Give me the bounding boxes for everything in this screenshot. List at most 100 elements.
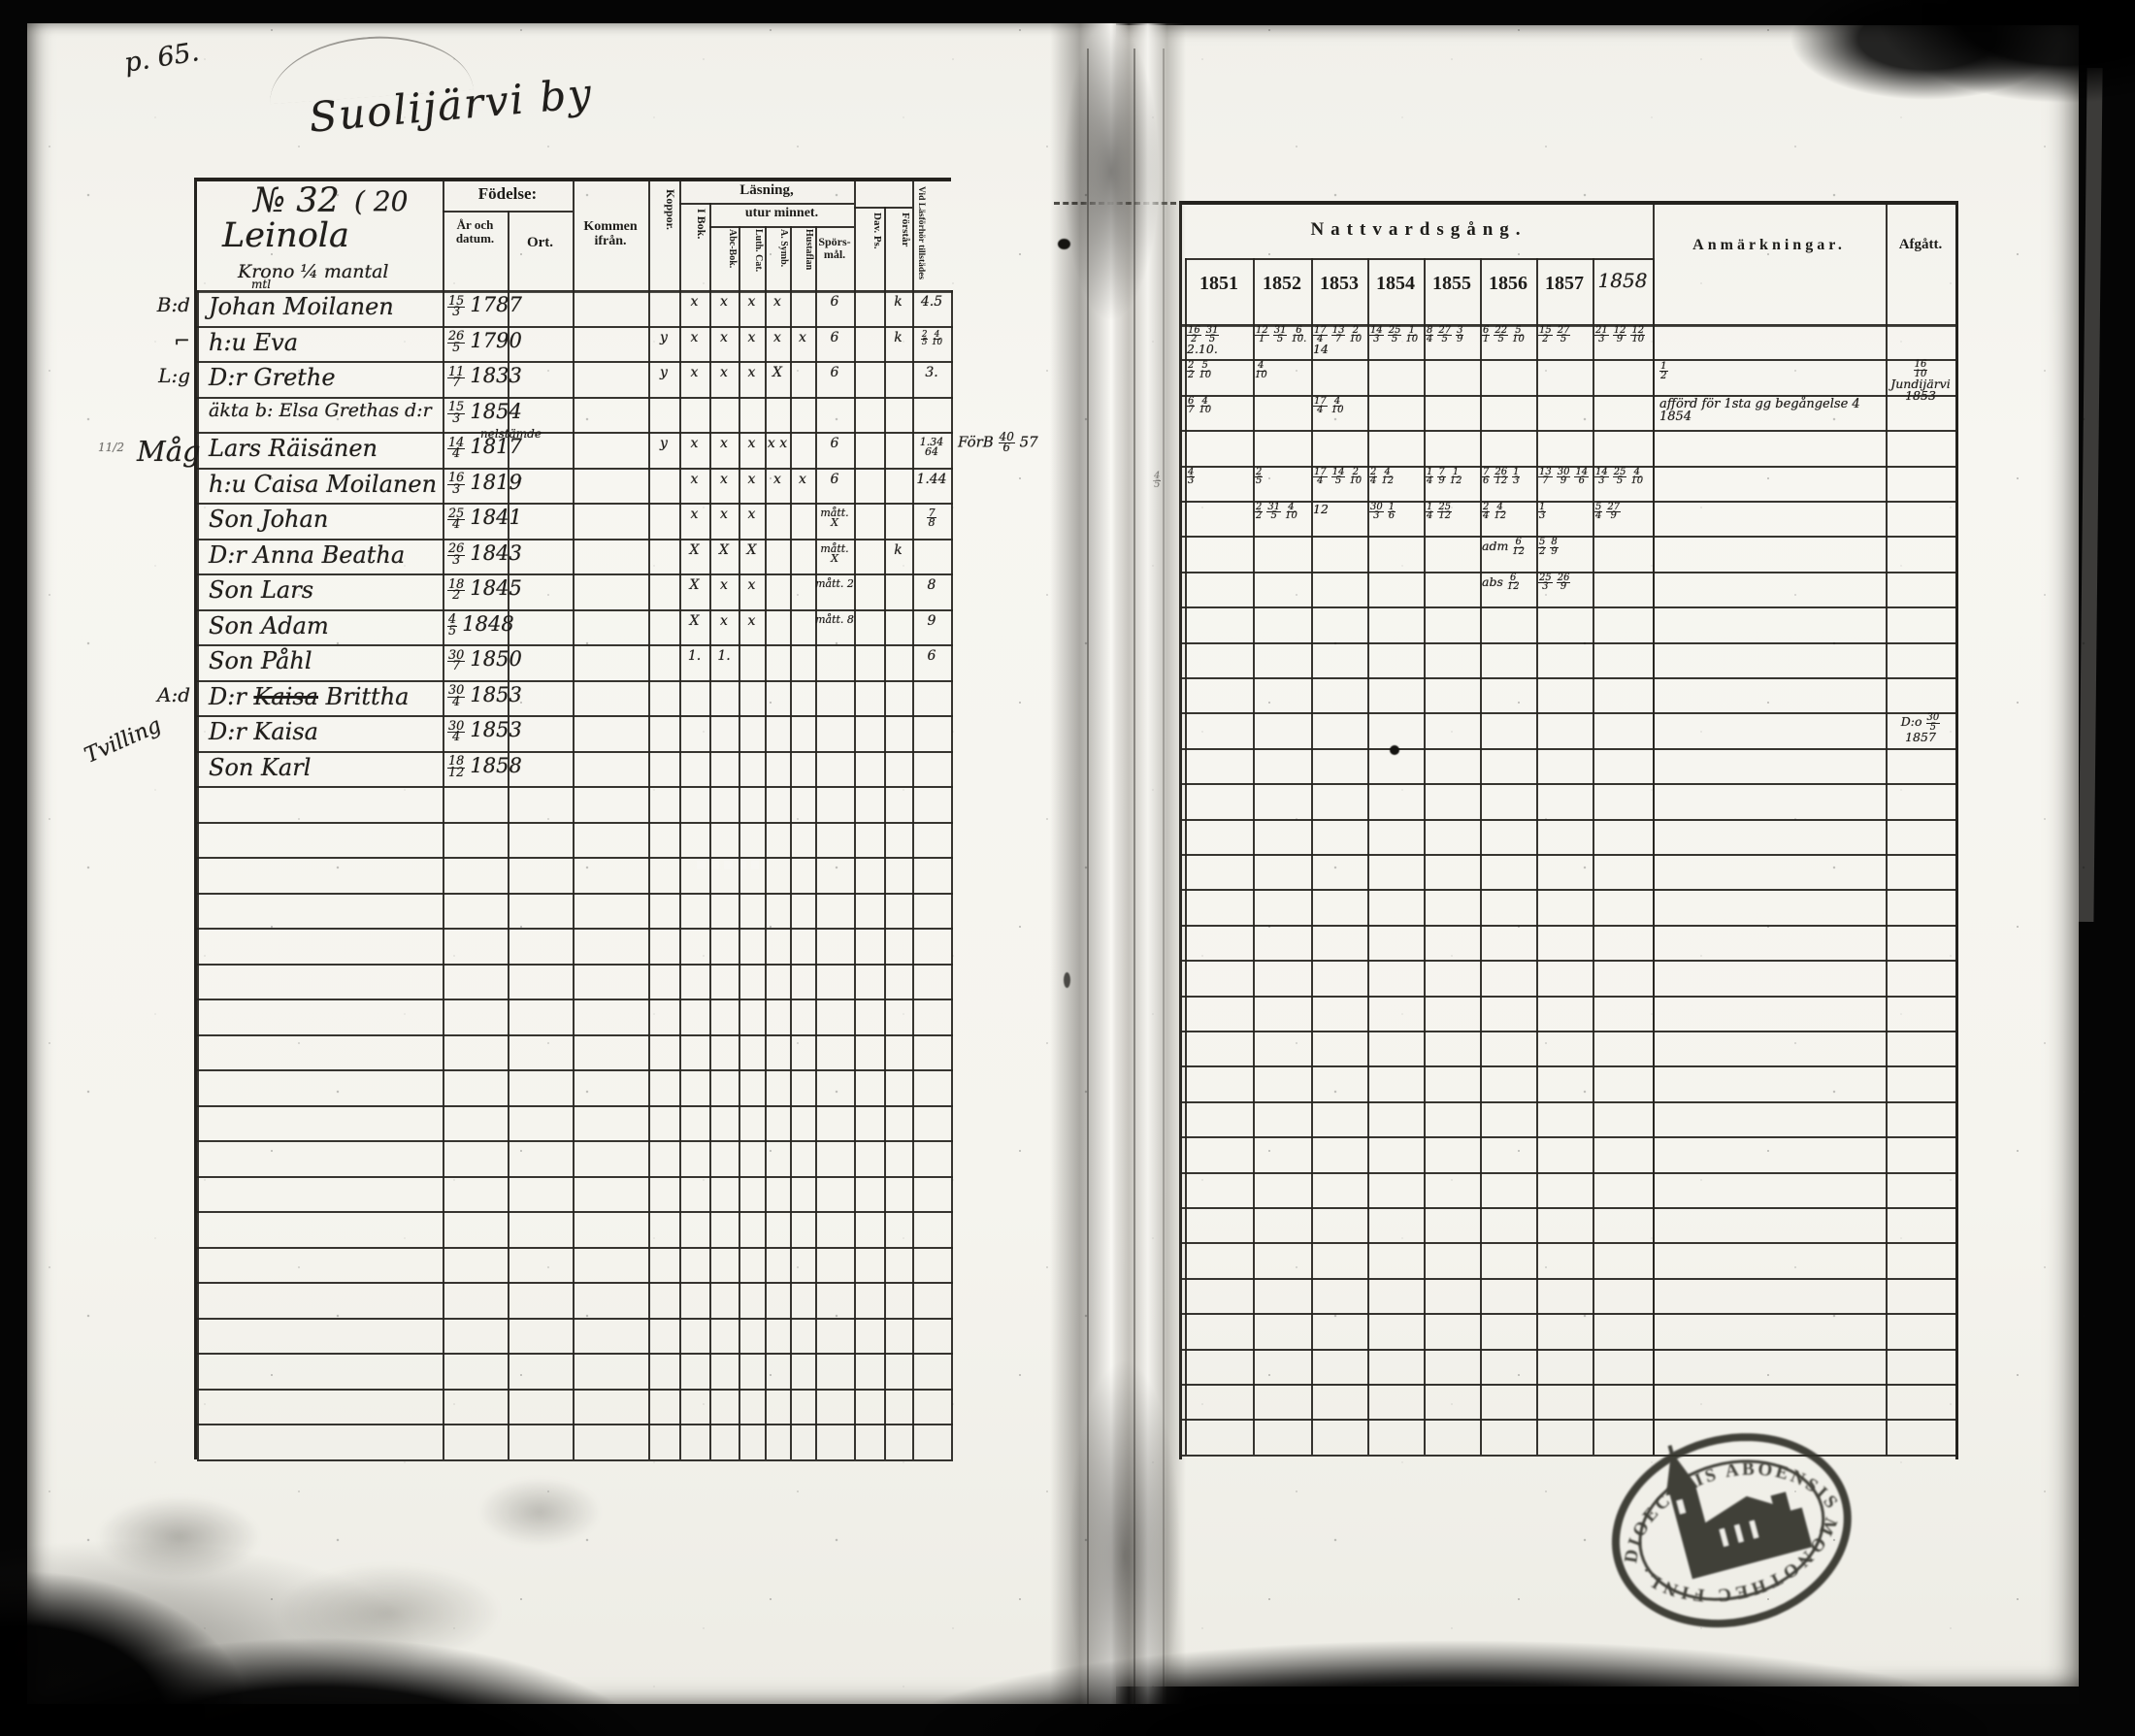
reading-mark: mått. 2 — [815, 577, 854, 590]
year-label: 1852 — [1263, 273, 1301, 294]
row-line — [1182, 783, 1955, 786]
reading-mark: X — [689, 577, 700, 593]
header-ar-och-datum: År och datum. — [455, 217, 495, 246]
row-line — [197, 786, 953, 788]
year-label: 1854 — [1376, 273, 1415, 294]
header-abc-bok: Abc-Bok. — [727, 229, 738, 269]
reading-mark: k — [894, 329, 903, 345]
row-line — [197, 290, 953, 292]
row-line — [197, 1424, 953, 1425]
row-line — [197, 467, 953, 470]
row-line — [197, 821, 953, 824]
birth-date: 15 3 1854 — [447, 399, 522, 426]
row-line — [1182, 359, 1955, 362]
reading-mark: x — [799, 471, 806, 487]
reading-mark: 1. — [687, 648, 702, 664]
row-line — [197, 573, 953, 575]
reading-mark: x — [773, 471, 781, 487]
household-number: № 32 — [253, 181, 340, 220]
reading-mark: 6 — [830, 329, 839, 345]
reading-mark: x — [773, 329, 781, 345]
reading-mark: 3. — [925, 365, 938, 380]
communion-entry: 17 4 13 7 2 10 14 — [1313, 325, 1363, 357]
column-line — [679, 181, 681, 290]
reading-mark: x — [747, 365, 756, 380]
birth-date: 15 3 1787 — [447, 293, 522, 319]
header-i-bok: I Bok. — [695, 209, 708, 240]
person-name: D:r Grethe — [209, 364, 336, 391]
row-line — [1182, 606, 1955, 609]
column-line — [1253, 258, 1255, 1455]
reading-mark: 1.34 64 — [919, 436, 944, 459]
birth-date: 18 2 1845 — [447, 576, 522, 603]
afgatt-entry: D:o 30 5 1857 — [1900, 712, 1941, 744]
reading-mark: x — [747, 436, 756, 451]
reading-mark: x — [747, 577, 756, 593]
header-luth-cat: Luth. Cat. — [753, 229, 764, 273]
header-kommen-ifran: Kommen ifrån. — [583, 219, 638, 248]
column-line — [709, 203, 711, 290]
row-line — [197, 750, 953, 753]
communion-entry: adm 6 12 — [1482, 537, 1526, 557]
row-line — [197, 679, 953, 682]
row-line — [1182, 1313, 1955, 1316]
scan-border-top — [0, 0, 2135, 23]
column-line — [1536, 258, 1538, 1455]
column-line — [739, 226, 740, 290]
row-line — [197, 1458, 953, 1461]
row-line — [197, 608, 953, 611]
header-lasning: Läsning, — [739, 182, 794, 198]
reading-mark: x — [747, 507, 756, 522]
communion-entry: 16 2 31 5 2.10. — [1187, 325, 1220, 357]
reading-mark: mått. 8 — [815, 612, 854, 626]
reading-mark: x — [690, 436, 699, 451]
header-vid-lasforhor: Vid Läsförhör tillstädes — [915, 186, 926, 280]
household-number-alt: ( 20 — [354, 185, 409, 217]
birth-date: 26 5 1790 — [447, 328, 522, 355]
column-line — [1480, 258, 1482, 1455]
reading-mark: x — [720, 577, 728, 593]
row-line — [197, 325, 953, 328]
reading-mark: x — [720, 329, 728, 345]
row-line — [1182, 677, 1955, 679]
reading-mark: k — [894, 294, 903, 310]
communion-entry: 21 3 12 9 12 10 — [1594, 325, 1646, 345]
row-line — [197, 1104, 953, 1107]
reading-mark: x — [747, 329, 756, 345]
column-line — [854, 181, 856, 290]
row-line — [1182, 818, 1955, 821]
person-name: Son Påhl — [209, 647, 312, 674]
reading-mark: X — [719, 541, 729, 558]
row-line — [1182, 854, 1955, 856]
reading-mark: mått. X — [820, 541, 849, 565]
person-name: D:r Kaisa — [209, 718, 318, 745]
column-line — [1593, 258, 1594, 1455]
reading-mark: y — [660, 365, 668, 380]
reading-mark: x — [690, 294, 699, 310]
column-line — [765, 226, 767, 290]
birth-date: 25 4 1841 — [447, 506, 522, 532]
column-line — [1367, 258, 1369, 1455]
row-line — [197, 1175, 953, 1178]
row-line — [197, 538, 953, 540]
remark-entry: afförd för 1sta gg begångelse 4 1854 — [1659, 396, 1860, 424]
row-line — [197, 963, 953, 966]
reading-mark: 1.44 — [916, 471, 947, 487]
row-line — [1182, 712, 1955, 715]
communion-table: Nattvardsgång. Anmärkningar. Afgått. 185… — [1054, 201, 1958, 1459]
header-forstar: Förstår — [900, 213, 911, 247]
reading-mark: x — [720, 294, 728, 310]
header-line — [679, 203, 854, 205]
person-name: D:r Kaisa Brittha — [209, 682, 410, 710]
